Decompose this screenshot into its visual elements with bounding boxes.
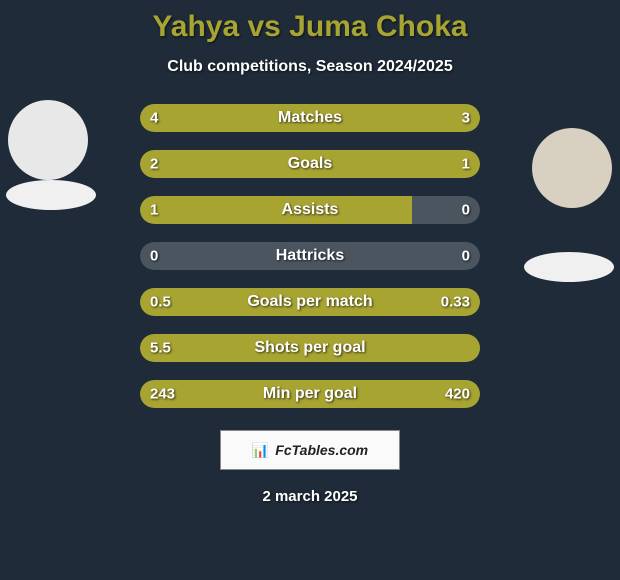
bar-value-left: 4 (150, 110, 158, 127)
bar-label: Min per goal (140, 385, 480, 403)
bar-value-left: 2 (150, 156, 158, 173)
bar-value-right: 3 (462, 110, 470, 127)
site-logo: 📊 FcTables.com (220, 430, 400, 470)
bar-value-left: 1 (150, 202, 158, 219)
bar-value-right: 0.33 (441, 294, 470, 311)
bar-value-left: 0.5 (150, 294, 171, 311)
bar-value-left: 243 (150, 386, 175, 403)
comparison-card: Yahya vs Juma Choka Club competitions, S… (0, 0, 620, 580)
bar-label: Goals per match (140, 293, 480, 311)
footer-date: 2 march 2025 (0, 488, 620, 505)
bar-value-left: 0 (150, 248, 158, 265)
stat-row: Hattricks0 0 (140, 242, 480, 270)
stat-row: Min per goal243 420 (140, 380, 480, 408)
bar-label: Assists (140, 201, 480, 219)
bar-label: Shots per goal (140, 339, 480, 357)
stat-row: Goals per match0.5 0.33 (140, 288, 480, 316)
bar-value-right: 1 (462, 156, 470, 173)
stat-bars: Matches43Goals21Assists10Hattricks00Goal… (140, 104, 480, 408)
bar-value-right: 420 (445, 386, 470, 403)
page-title: Yahya vs Juma Choka (0, 10, 620, 44)
stat-row: Goals2 1 (140, 150, 480, 178)
bar-label: Goals (140, 155, 480, 173)
bar-label: Matches (140, 109, 480, 127)
bar-value-right: 0 (462, 248, 470, 265)
bar-value-right: 0 (462, 202, 470, 219)
bar-label: Hattricks (140, 247, 480, 265)
avatar-player-right (532, 128, 612, 208)
club-logo-right (524, 252, 614, 282)
stat-row: Shots per goal5.5 (140, 334, 480, 362)
site-logo-text: FcTables.com (275, 442, 368, 458)
bar-value-left: 5.5 (150, 340, 171, 357)
stat-row: Matches4 3 (140, 104, 480, 132)
stat-row: Assists1 0 (140, 196, 480, 224)
club-logo-left (6, 180, 96, 210)
chart-icon: 📊 (252, 442, 269, 459)
subtitle: Club competitions, Season 2024/2025 (0, 58, 620, 76)
avatar-player-left (8, 100, 88, 180)
